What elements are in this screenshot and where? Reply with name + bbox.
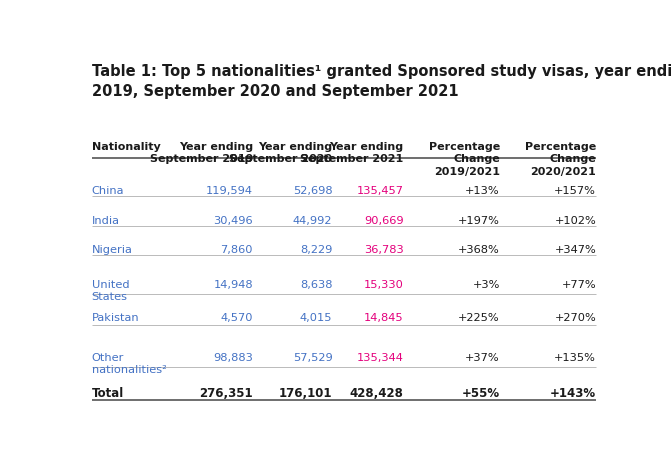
Text: +368%: +368% bbox=[458, 245, 500, 255]
Text: 36,783: 36,783 bbox=[364, 245, 404, 255]
Text: 15,330: 15,330 bbox=[364, 280, 404, 290]
Text: +55%: +55% bbox=[462, 387, 500, 400]
Text: Year ending
September 2020: Year ending September 2020 bbox=[229, 142, 332, 164]
Text: 4,015: 4,015 bbox=[300, 313, 332, 323]
Text: 428,428: 428,428 bbox=[350, 387, 404, 400]
Text: Percentage
Change
2020/2021: Percentage Change 2020/2021 bbox=[525, 142, 596, 177]
Text: Nigeria: Nigeria bbox=[92, 245, 133, 255]
Text: 176,101: 176,101 bbox=[279, 387, 332, 400]
Text: 57,529: 57,529 bbox=[293, 353, 332, 363]
Text: Percentage
Change
2019/2021: Percentage Change 2019/2021 bbox=[429, 142, 500, 177]
Text: +347%: +347% bbox=[554, 245, 596, 255]
Text: +143%: +143% bbox=[550, 387, 596, 400]
Text: 7,860: 7,860 bbox=[220, 245, 253, 255]
Text: Other
nationalities²: Other nationalities² bbox=[92, 353, 166, 375]
Text: +157%: +157% bbox=[554, 186, 596, 196]
Text: +197%: +197% bbox=[458, 216, 500, 226]
Text: 52,698: 52,698 bbox=[293, 186, 332, 196]
Text: 119,594: 119,594 bbox=[206, 186, 253, 196]
Text: Year ending
September 2021: Year ending September 2021 bbox=[301, 142, 404, 164]
Text: +13%: +13% bbox=[465, 186, 500, 196]
Text: +270%: +270% bbox=[554, 313, 596, 323]
Text: 135,457: 135,457 bbox=[357, 186, 404, 196]
Text: China: China bbox=[92, 186, 124, 196]
Text: 8,229: 8,229 bbox=[300, 245, 332, 255]
Text: +102%: +102% bbox=[554, 216, 596, 226]
Text: 44,992: 44,992 bbox=[293, 216, 332, 226]
Text: 30,496: 30,496 bbox=[213, 216, 253, 226]
Text: Pakistan: Pakistan bbox=[92, 313, 140, 323]
Text: 90,669: 90,669 bbox=[364, 216, 404, 226]
Text: 4,570: 4,570 bbox=[220, 313, 253, 323]
Text: 14,845: 14,845 bbox=[364, 313, 404, 323]
Text: +3%: +3% bbox=[472, 280, 500, 290]
Text: 14,948: 14,948 bbox=[213, 280, 253, 290]
Text: 8,638: 8,638 bbox=[300, 280, 332, 290]
Text: Table 1: Top 5 nationalities¹ granted Sponsored study visas, year ending Septemb: Table 1: Top 5 nationalities¹ granted Sp… bbox=[92, 64, 671, 99]
Text: 98,883: 98,883 bbox=[213, 353, 253, 363]
Text: +37%: +37% bbox=[465, 353, 500, 363]
Text: 276,351: 276,351 bbox=[199, 387, 253, 400]
Text: Total: Total bbox=[92, 387, 124, 400]
Text: +77%: +77% bbox=[562, 280, 596, 290]
Text: +225%: +225% bbox=[458, 313, 500, 323]
Text: Nationality: Nationality bbox=[92, 142, 160, 151]
Text: India: India bbox=[92, 216, 119, 226]
Text: +135%: +135% bbox=[554, 353, 596, 363]
Text: United
States: United States bbox=[92, 280, 130, 302]
Text: Year ending
September 2019: Year ending September 2019 bbox=[150, 142, 253, 164]
Text: 135,344: 135,344 bbox=[357, 353, 404, 363]
